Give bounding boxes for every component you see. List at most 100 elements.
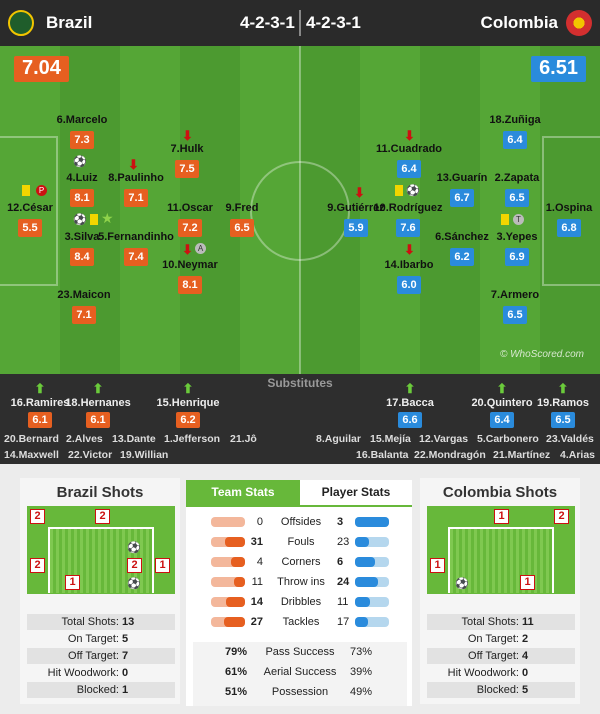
sub-off-arrow-icon: ⬇ bbox=[128, 157, 139, 172]
yellow-card-icon bbox=[501, 214, 509, 225]
away-blocked: Blocked: 5 bbox=[427, 682, 575, 698]
bench-player[interactable]: 2.Alves bbox=[66, 433, 103, 445]
ball-goal-icon: ⚽ bbox=[73, 214, 87, 226]
bench-player[interactable]: 19.Willian bbox=[120, 449, 169, 461]
bench-player[interactable]: 22.Victor bbox=[68, 449, 113, 461]
away-stat-bar-fill bbox=[355, 557, 375, 567]
bench-player[interactable]: 22.Mondragón bbox=[414, 449, 486, 461]
home-stat-value: 11 bbox=[251, 576, 263, 588]
player-home-oscar[interactable]: 11.Oscar 7.2 bbox=[145, 202, 235, 237]
player-home-silva[interactable]: 3.Silva 8.4 bbox=[37, 231, 127, 266]
player-away-sanchez[interactable]: 6.Sánchez 6.2 bbox=[417, 231, 507, 266]
away-on-target: On Target: 2 bbox=[467, 633, 529, 645]
player-rating: 6.5 bbox=[505, 189, 529, 207]
player-rating: 6.2 bbox=[450, 248, 474, 266]
player-home-hulk[interactable]: 7.Hulk 7.5 bbox=[142, 143, 232, 178]
player-name: 3.Silva bbox=[64, 231, 100, 243]
player-home-neymar[interactable]: 10.Neymar 8.1 bbox=[145, 259, 235, 294]
colombia-crest-icon bbox=[566, 10, 592, 36]
player-away-ospina[interactable]: 1.Ospina 6.8 bbox=[524, 202, 600, 237]
goal-ball-icon: ⚽ bbox=[127, 542, 141, 554]
copyright: © WhoScored.com bbox=[499, 349, 584, 360]
player-away-rodriguez[interactable]: 10.Rodríguez 7.6 bbox=[363, 202, 453, 237]
bench-player[interactable]: 23.Valdés bbox=[546, 433, 594, 445]
sub-home-hernanes[interactable]: ⬆ 18.Hernanes 6.1 bbox=[58, 382, 138, 428]
sub-home-henrique[interactable]: ⬆ 15.Henrique 6.2 bbox=[148, 382, 228, 428]
sub-off-arrow-icon: ⬇ bbox=[182, 128, 193, 143]
sub-name: 19.Ramos bbox=[537, 397, 589, 409]
home-stat-bar bbox=[211, 617, 245, 627]
sub-on-arrow-icon: ⬆ bbox=[404, 381, 416, 396]
player-away-guarin[interactable]: 13.Guarín 6.7 bbox=[417, 172, 507, 207]
away-stat-bar bbox=[355, 537, 389, 547]
player-name: 13.Guarín bbox=[436, 172, 488, 184]
player-home-luiz[interactable]: 4.Luiz 8.1 bbox=[37, 172, 127, 207]
bench-player[interactable]: 13.Dante bbox=[112, 433, 156, 445]
away-stat-value: 11 bbox=[337, 596, 349, 608]
ball-goal-icon: ⚽ bbox=[406, 185, 420, 197]
player-away-zapata[interactable]: 2.Zapata 6.5 bbox=[472, 172, 562, 207]
away-stat-value: 6 bbox=[337, 556, 344, 568]
shot-zone-count: 1 bbox=[494, 509, 509, 524]
bench-player[interactable]: 21.Jô bbox=[230, 433, 257, 445]
player-rating: 7.4 bbox=[124, 248, 148, 266]
goal-ball-icon: ⚽ bbox=[127, 578, 141, 590]
player-home-fred[interactable]: 9.Fred 6.5 bbox=[197, 202, 287, 237]
assist-icon: A bbox=[195, 243, 206, 254]
bench-player[interactable]: 1.Jefferson bbox=[164, 433, 221, 445]
sub-away-bacca[interactable]: ⬆ 17.Bacca 6.6 bbox=[370, 382, 450, 428]
bench-player[interactable]: 20.Bernard bbox=[4, 433, 59, 445]
away-stat-bar-fill bbox=[355, 537, 369, 547]
home-team-name[interactable]: Brazil bbox=[46, 13, 93, 32]
sub-off-arrow-icon: ⬇ bbox=[354, 185, 365, 200]
shot-zone-count: 1 bbox=[430, 558, 445, 573]
bench-player[interactable]: 21.Martínez bbox=[493, 449, 551, 461]
sub-away-quintero[interactable]: ⬆ 20.Quintero 6.4 bbox=[462, 382, 542, 428]
away-team-name[interactable]: Colombia bbox=[480, 13, 558, 32]
player-away-zuniga[interactable]: 18.Zuñiga 6.4 bbox=[470, 114, 560, 149]
player-rating: 6.9 bbox=[505, 248, 529, 266]
home-stat-bar-fill bbox=[225, 537, 245, 547]
sub-off-arrow-icon: ⬇ bbox=[182, 242, 193, 257]
away-stat-bar-fill bbox=[355, 577, 378, 587]
player-name: 18.Zuñiga bbox=[489, 114, 541, 126]
away-stat-bar-fill bbox=[355, 597, 370, 607]
away-stat-bar-fill bbox=[355, 517, 389, 527]
sub-away-ramos[interactable]: ⬆ 19.Ramos 6.5 bbox=[523, 382, 600, 428]
bench-player[interactable]: 4.Arias bbox=[560, 449, 596, 461]
bench-player[interactable]: 12.Vargas bbox=[419, 433, 469, 445]
sub-rating: 6.4 bbox=[490, 412, 514, 428]
home-team-rating: 7.04 bbox=[14, 56, 69, 82]
player-rating: 6.7 bbox=[450, 189, 474, 207]
player-home-marcelo[interactable]: 6.Marcelo 7.3 bbox=[37, 114, 127, 149]
player-away-yepes[interactable]: 3.Yepes 6.9 bbox=[472, 231, 562, 266]
sub-on-arrow-icon: ⬆ bbox=[34, 381, 46, 396]
away-stat-bar-fill bbox=[355, 617, 368, 627]
player-name: 9.Gutiérrez bbox=[327, 202, 385, 214]
player-away-cuadrado[interactable]: 11.Cuadrado 6.4 bbox=[364, 143, 454, 178]
bench-player[interactable]: 16.Balanta bbox=[356, 449, 409, 461]
tab-player-stats[interactable]: Player Stats bbox=[321, 485, 391, 499]
player-rating: 6.4 bbox=[397, 160, 421, 178]
bench-player[interactable]: 8.Aguilar bbox=[316, 433, 361, 445]
player-home-fernandinho[interactable]: 5.Fernandinho 7.4 bbox=[91, 231, 181, 266]
sub-home-ramires[interactable]: ⬆ 16.Ramires 6.1 bbox=[0, 382, 80, 428]
brazil-crest-icon bbox=[8, 10, 34, 36]
bench-player[interactable]: 15.Mejía bbox=[370, 433, 411, 445]
away-hit-woodwork: Hit Woodwork: 0 bbox=[447, 667, 529, 679]
player-home-paulinho[interactable]: 8.Paulinho 7.1 bbox=[91, 172, 181, 207]
player-away-ibarbo[interactable]: 14.Ibarbo 6.0 bbox=[364, 259, 454, 294]
player-home-cesar[interactable]: 12.César 5.5 bbox=[0, 202, 75, 237]
home-blocked: Blocked: 1 bbox=[27, 682, 175, 698]
player-home-maicon[interactable]: 23.Maicon 7.1 bbox=[39, 289, 129, 324]
away-stat-value: 24 bbox=[337, 576, 350, 588]
shot-zone-count: 1 bbox=[155, 558, 170, 573]
sub-on-arrow-icon: ⬆ bbox=[496, 381, 508, 396]
bench-player[interactable]: 5.Carbonero bbox=[477, 433, 539, 445]
tab-underline bbox=[186, 505, 412, 507]
bench-player[interactable]: 14.Maxwell bbox=[4, 449, 59, 461]
sub-name: 16.Ramires bbox=[10, 397, 70, 409]
player-away-gutierrez[interactable]: 9.Gutiérrez 5.9 bbox=[311, 202, 401, 237]
tab-team-stats[interactable]: Team Stats bbox=[186, 480, 300, 505]
player-away-armero[interactable]: 7.Armero 6.5 bbox=[470, 289, 560, 324]
